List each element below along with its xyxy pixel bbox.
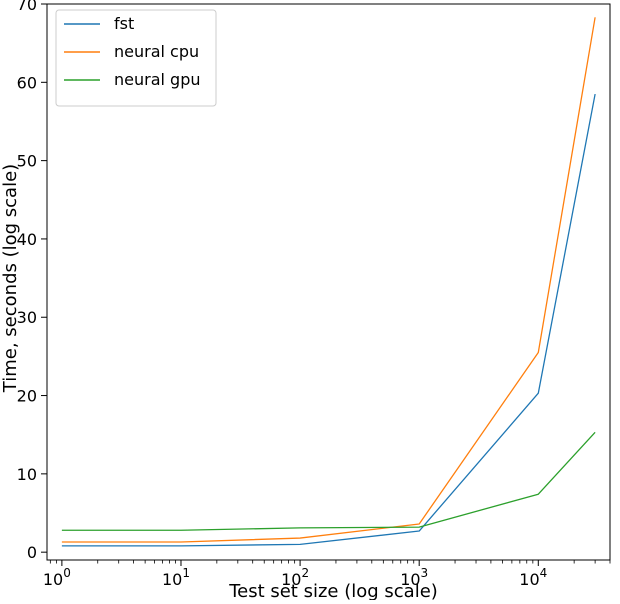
x-tick-label: 101: [162, 566, 190, 589]
x-tick-label: 104: [519, 566, 547, 589]
y-axis-label: Time, seconds (log scale): [0, 164, 21, 393]
legend-box: [55, 9, 217, 107]
y-tick-label: 0: [27, 543, 37, 562]
y-tick-label: 70: [17, 0, 37, 14]
series-line-1: [61, 17, 596, 543]
legend-label: fst: [114, 14, 134, 33]
y-tick-label: 10: [17, 465, 37, 484]
y-tick-label: 20: [17, 387, 37, 406]
series-layer: [61, 17, 596, 547]
x-axis-label: Test set size (log scale): [228, 581, 438, 600]
y-tick-label: 30: [17, 308, 37, 327]
plot-frame: [46, 3, 611, 561]
legend: fst neural cpu neural gpu: [55, 9, 217, 107]
x-tick-label: 100: [43, 566, 71, 589]
series-line-0: [61, 93, 596, 547]
legend-label: neural gpu: [114, 70, 201, 89]
legend-label: neural cpu: [114, 42, 199, 61]
y-tick-label: 60: [17, 73, 37, 92]
y-tick-label: 40: [17, 230, 37, 249]
y-axis-ticks: 0 10 20 30 40 50 60 70: [17, 0, 47, 562]
y-tick-label: 50: [17, 152, 37, 171]
series-line-2: [61, 431, 596, 531]
